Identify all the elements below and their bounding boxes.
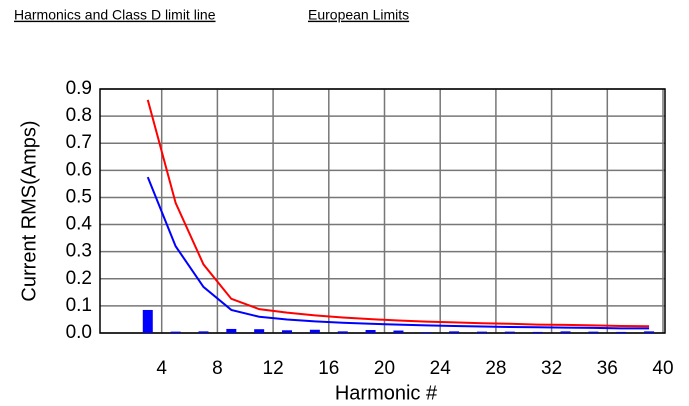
x-tick-label: 32 [541,358,562,379]
y-axis-label: Current RMS(Amps) [18,120,40,301]
y-tick-label: 0.1 [66,295,92,316]
chart-subtitle[interactable]: European Limits [308,7,409,23]
y-tick-label: 0.2 [66,268,92,289]
bar [616,331,627,333]
bar [476,331,487,333]
bar [393,330,404,333]
x-tick-label: 16 [318,358,339,379]
bar [365,330,376,333]
bar [142,309,153,333]
bar [504,331,515,333]
x-tick-label: 28 [485,358,506,379]
y-tick-label: 0.6 [66,159,92,180]
x-tick-label: 4 [156,358,167,379]
x-tick-label: 40 [652,358,673,379]
x-tick-label: 20 [374,358,395,379]
x-tick-label: 24 [430,358,452,379]
chart-title[interactable]: Harmonics and Class D limit line [14,7,216,23]
bar [421,332,432,333]
y-tick-label: 0.7 [66,132,92,153]
bar [588,331,599,333]
line [146,99,650,328]
y-tick-label: 0.3 [66,241,92,262]
line [146,176,650,330]
x-tick-label: 36 [597,358,618,379]
plot-frame [99,88,666,334]
y-tick-label: 0.8 [66,105,92,126]
bar [254,329,265,333]
bar [560,331,571,333]
bar [198,331,209,333]
y-tick-label: 0.5 [66,186,92,207]
plot-area [100,89,665,333]
y-tick-label: 0.0 [66,322,92,343]
y-tick-label: 0.4 [66,214,93,235]
bar [532,331,543,333]
x-tick-label: 8 [212,358,223,379]
x-tick-label: 12 [263,358,284,379]
bar [226,328,237,333]
x-axis-label: Harmonic # [335,382,438,404]
bar [170,331,181,333]
bar [337,331,348,333]
bar [644,331,655,333]
bar [449,331,460,333]
y-tick-label: 0.9 [66,78,92,99]
bar [309,329,320,333]
bar [282,330,293,333]
